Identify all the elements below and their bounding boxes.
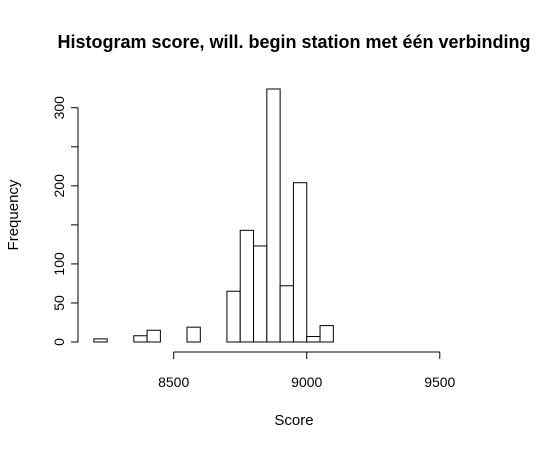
histogram-bar-11 — [239, 229, 255, 343]
histogram-bar-4 — [146, 329, 161, 343]
x-tick-label-9500: 9500 — [424, 374, 455, 390]
histogram-bar-17 — [319, 325, 334, 343]
histogram-bar-15 — [292, 182, 308, 343]
chart-title: Histogram score, will. begin station met… — [57, 32, 530, 52]
y-tick-label-0: 0 — [51, 338, 67, 346]
x-axis: 8500 9000 9500 — [158, 351, 456, 390]
histogram-bar-10 — [226, 290, 241, 343]
x-axis-label: Score — [274, 412, 313, 429]
y-tick-label-300: 300 — [51, 96, 67, 120]
histogram-bar-0 — [93, 338, 108, 343]
y-tick-label-200: 200 — [51, 174, 67, 198]
histogram-bar-13 — [266, 88, 281, 343]
histogram-bar-16 — [306, 336, 321, 343]
x-tick-label-9000: 9000 — [291, 374, 322, 390]
histogram-bar-3 — [133, 335, 148, 343]
y-axis: 0 50 100 200 300 — [51, 96, 79, 346]
histogram-bar-12 — [253, 245, 268, 343]
y-tick-label-50: 50 — [51, 295, 67, 311]
y-axis-label: Frequency — [5, 179, 22, 250]
y-tick-label-100: 100 — [51, 252, 67, 276]
histogram-bar-7 — [186, 326, 201, 343]
bars-group — [93, 88, 334, 343]
x-tick-label-8500: 8500 — [158, 374, 189, 390]
histogram-bar-14 — [279, 285, 294, 343]
